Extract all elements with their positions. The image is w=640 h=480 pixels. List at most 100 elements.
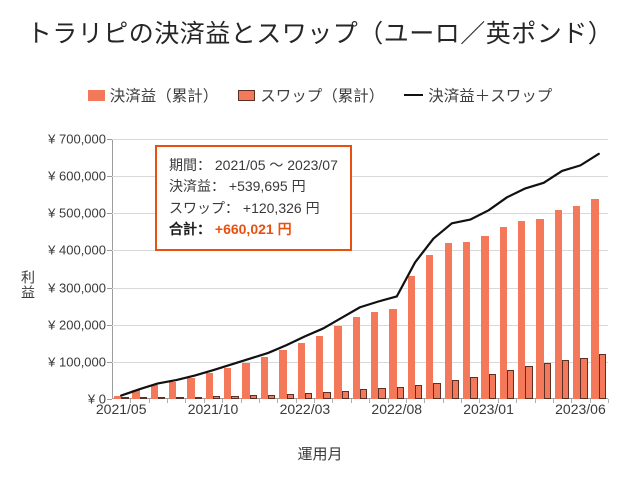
- y-tick-mark: [107, 361, 112, 363]
- x-tick-mark: [442, 399, 444, 403]
- y-tick-label: ¥ 0: [87, 391, 106, 407]
- x-tick-mark: [534, 399, 536, 403]
- bar-profit: [352, 316, 360, 399]
- legend-label-swap: スワップ（累計）: [260, 88, 385, 105]
- bar-swap: [543, 362, 552, 399]
- bar-profit: [371, 312, 379, 399]
- y-tick-mark: [107, 399, 112, 400]
- x-tick-mark: [405, 399, 407, 403]
- x-tick-mark: [240, 399, 242, 403]
- bar-swap: [488, 373, 496, 399]
- summary-annotation-box: 期間： 2021/05 ～ 2023/07 決済益： +539,695 円 スワ…: [155, 145, 352, 252]
- bar-swap: [525, 365, 533, 399]
- y-tick-mark: [107, 324, 112, 326]
- gridline: [112, 176, 608, 178]
- annotation-total-label: 合計：: [169, 220, 211, 237]
- x-tick-mark: [479, 399, 481, 403]
- bar-swap: [598, 354, 607, 399]
- bar-profit: [132, 390, 140, 399]
- total-line-series: [120, 152, 600, 397]
- bar-swap: [194, 396, 202, 399]
- x-tick-label: 2021/10: [187, 401, 239, 417]
- y-tick-label: ¥ 600,000: [48, 168, 106, 184]
- bar-profit: [444, 242, 452, 399]
- bar-profit: [591, 198, 599, 399]
- y-tick-mark: [107, 287, 112, 289]
- annotation-swap-value: +120,326 円: [242, 199, 320, 216]
- y-axis-tick-labels: ¥ 700,000 ¥ 600,000 ¥ 500,000 ¥ 400,000 ¥ 30…: [0, 132, 112, 407]
- legend-label-total: 決済益＋スワップ: [428, 88, 553, 105]
- y-tick-label: ¥ 500,000: [48, 205, 106, 221]
- chart-legend: 決済益（累計） スワップ（累計） 決済益＋スワップ: [0, 84, 640, 106]
- bar-profit: [573, 206, 581, 399]
- annotation-swap-row: スワップ： +120,326 円: [169, 198, 338, 219]
- y-tick-mark: [107, 213, 112, 215]
- x-tick-mark: [332, 399, 334, 403]
- bar-swap: [268, 394, 276, 399]
- gridline: [112, 139, 608, 140]
- bar-swap: [249, 395, 258, 399]
- y-tick-label: ¥ 200,000: [48, 317, 106, 333]
- bar-swap: [139, 397, 147, 399]
- annotation-total-value: +660,021 円: [214, 220, 292, 237]
- annotation-swap-label: スワップ：: [169, 199, 239, 216]
- bar-profit: [554, 209, 563, 399]
- x-tick-mark: [497, 399, 499, 403]
- bar-swap: [341, 390, 349, 399]
- x-tick-label: 2022/08: [371, 401, 423, 417]
- y-tick-mark: [107, 139, 112, 140]
- bar-profit: [407, 276, 416, 399]
- bar-swap: [580, 358, 588, 399]
- x-tick-mark: [295, 399, 297, 403]
- legend-swatch-total-line: [404, 94, 424, 96]
- bar-swap: [451, 379, 460, 399]
- x-tick-mark: [130, 399, 132, 403]
- bar-profit: [334, 326, 342, 399]
- bar-swap: [213, 396, 221, 399]
- gridline: [112, 361, 608, 363]
- bar-profit: [187, 377, 195, 399]
- annotation-total-row: 合計： +660,021 円: [169, 219, 338, 240]
- bar-profit: [279, 350, 287, 399]
- bar-profit: [260, 357, 269, 399]
- x-tick-label: 2023/01: [463, 401, 514, 417]
- bar-profit: [224, 367, 232, 399]
- bar-profit: [297, 342, 305, 399]
- bar-profit: [462, 241, 471, 399]
- bar-profit: [205, 373, 214, 399]
- gridline: [112, 250, 608, 252]
- legend-item-total: 決済益＋スワップ: [404, 84, 552, 106]
- x-tick-mark: [608, 399, 609, 403]
- x-axis-title: 運用月: [297, 446, 343, 463]
- x-axis-ticks: [112, 399, 609, 404]
- bar-profit: [389, 308, 397, 399]
- x-tick-mark: [167, 399, 169, 403]
- y-tick-label: ¥ 700,000: [48, 131, 106, 147]
- bar-profit: [517, 221, 526, 399]
- legend-item-swap: スワップ（累計）: [238, 84, 384, 106]
- bar-swap: [415, 384, 423, 399]
- x-tick-mark: [350, 399, 352, 403]
- bar-swap: [231, 395, 239, 399]
- bar-profit: [499, 226, 507, 399]
- gridline: [112, 287, 608, 289]
- bar-swap: [396, 386, 405, 399]
- y-tick-label: ¥ 100,000: [48, 354, 106, 370]
- annotation-period-label: 期間：: [169, 157, 211, 173]
- x-tick-mark: [203, 399, 205, 403]
- x-tick-mark: [314, 399, 316, 403]
- bar-swap: [157, 397, 166, 399]
- bar-profit: [242, 362, 250, 399]
- x-tick-mark: [387, 399, 389, 403]
- x-tick-mark: [461, 399, 463, 403]
- annotation-profit-value: +539,695 円: [228, 178, 306, 195]
- y-tick-label: ¥ 400,000: [48, 242, 106, 258]
- gridline: [112, 213, 608, 215]
- bar-swap: [562, 360, 570, 399]
- x-tick-mark: [516, 399, 518, 403]
- bar-swap: [286, 393, 294, 399]
- plot-area: [112, 139, 608, 399]
- x-tick-mark: [369, 399, 371, 403]
- chart-title: トラリピの決済益とスワップ（ユーロ／英ポンド）: [26, 20, 614, 48]
